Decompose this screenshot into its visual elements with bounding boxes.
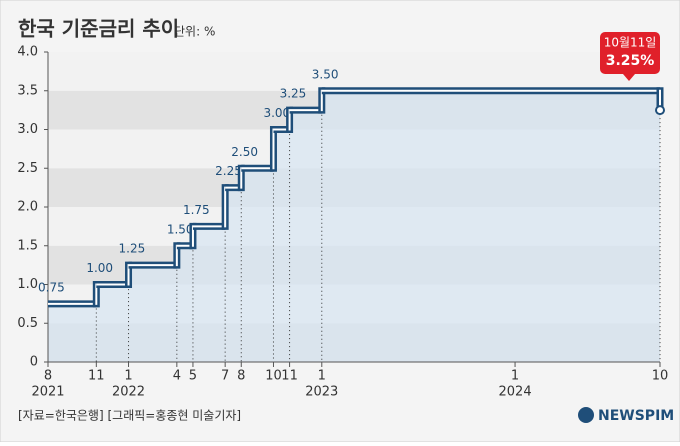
brand: NEWSPIM bbox=[598, 408, 674, 424]
grid-band bbox=[48, 52, 660, 91]
area-fill bbox=[48, 90, 660, 362]
year-label: 2023 bbox=[305, 385, 338, 400]
y-tick-label: 4.0 bbox=[17, 45, 38, 60]
x-tick-label: 10 bbox=[265, 369, 282, 384]
x-tick-label: 1 bbox=[124, 369, 132, 384]
value-label: 1.25 bbox=[119, 242, 146, 256]
x-tick-label: 1 bbox=[511, 369, 519, 384]
x-tick-label: 8 bbox=[237, 369, 245, 384]
year-label: 2024 bbox=[499, 385, 532, 400]
brand-logo bbox=[578, 407, 594, 423]
callout-box bbox=[600, 32, 660, 81]
y-tick-label: 1.0 bbox=[17, 277, 38, 292]
y-tick-label: 3.0 bbox=[17, 122, 38, 137]
callout-date: 10월11일 bbox=[604, 36, 657, 50]
year-label: 2022 bbox=[112, 385, 145, 400]
chart-title: 한국 기준금리 추이 bbox=[18, 17, 179, 41]
x-tick-label: 4 bbox=[173, 369, 181, 384]
value-label: 0.75 bbox=[38, 280, 65, 294]
callout-value: 3.25% bbox=[606, 53, 655, 69]
x-tick-label: 5 bbox=[189, 369, 197, 384]
value-label: 3.00 bbox=[263, 106, 290, 120]
x-tick-label: 7 bbox=[221, 369, 229, 384]
value-label: 2.25 bbox=[215, 164, 242, 178]
value-label: 1.75 bbox=[183, 203, 210, 217]
unit-label: 단위: % bbox=[174, 25, 215, 39]
year-label: 2021 bbox=[31, 385, 64, 400]
value-label: 1.00 bbox=[86, 261, 113, 275]
y-tick-label: 0 bbox=[30, 355, 38, 370]
value-label: 3.25 bbox=[280, 87, 307, 101]
value-label: 1.50 bbox=[167, 222, 194, 236]
value-label: 2.50 bbox=[231, 145, 258, 159]
y-tick-label: 3.5 bbox=[17, 83, 38, 98]
x-tick-label: 1 bbox=[318, 369, 326, 384]
source: [자료=한국은행] [그래픽=홍종현 미술기자] bbox=[18, 408, 241, 423]
x-tick-label: 8 bbox=[44, 369, 52, 384]
end-marker bbox=[655, 105, 665, 116]
y-tick-label: 1.5 bbox=[17, 238, 38, 253]
y-tick-label: 0.5 bbox=[17, 316, 38, 331]
y-tick-label: 2.0 bbox=[17, 200, 38, 215]
x-tick-label: 11 bbox=[281, 369, 298, 384]
y-tick-label: 2.5 bbox=[17, 161, 38, 176]
x-tick-label: 10 bbox=[652, 369, 669, 384]
x-tick-label: 11 bbox=[88, 369, 105, 384]
value-label: 3.50 bbox=[312, 67, 339, 81]
